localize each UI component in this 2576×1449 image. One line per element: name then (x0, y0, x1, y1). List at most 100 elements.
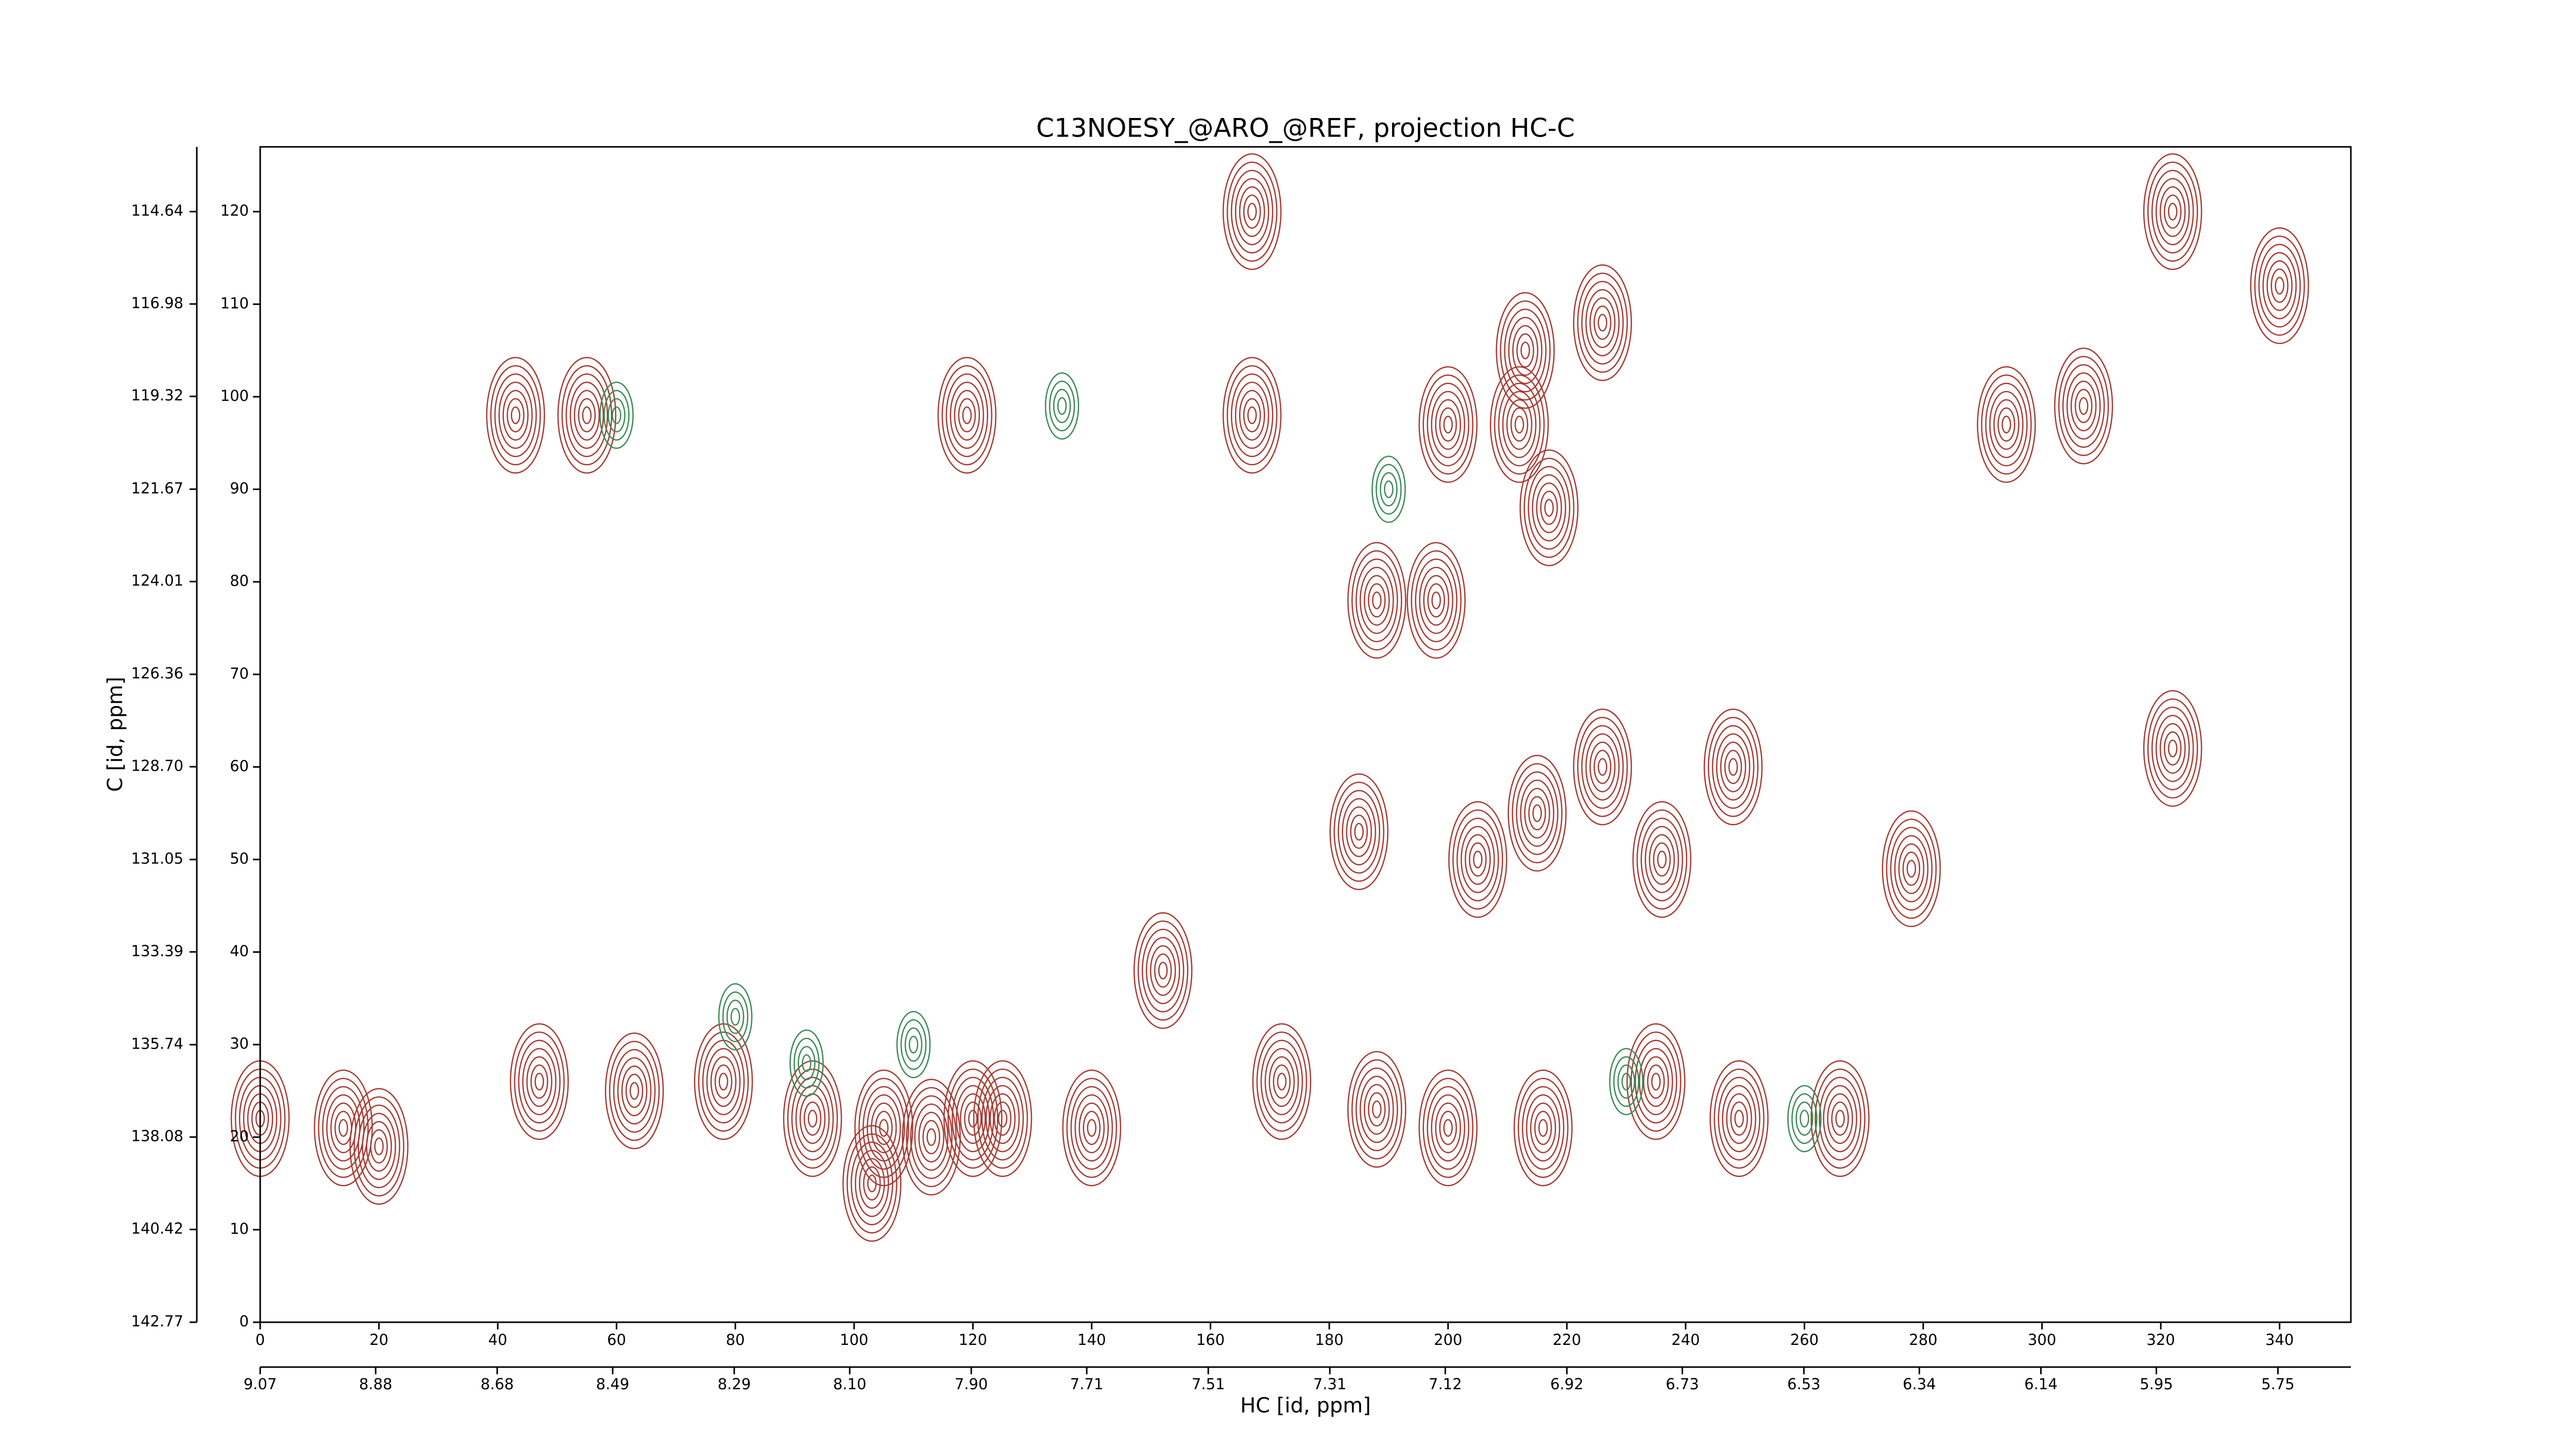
x-tick-label: 340 (2265, 1331, 2294, 1349)
y-tick-label: 30 (230, 1035, 249, 1052)
x2-tick-label: 6.53 (1787, 1375, 1821, 1393)
y-tick-label: 20 (230, 1127, 249, 1145)
contour-ring (1514, 415, 1524, 434)
contour-ring (1512, 325, 1538, 376)
contour-ring (846, 1133, 897, 1234)
contour-ring (1372, 591, 1382, 610)
contour-ring (1534, 1110, 1552, 1145)
contour-ring (2254, 235, 2305, 336)
contour-ring (1791, 1093, 1818, 1144)
contour-ring (1800, 1109, 1809, 1128)
peak (902, 1079, 961, 1196)
contour-ring (2054, 347, 2113, 465)
contour-ring (530, 1064, 549, 1099)
contour-ring (1598, 314, 1607, 332)
contour-ring (1649, 834, 1675, 885)
contour-ring (1520, 341, 1530, 360)
contour-ring (1703, 709, 1763, 825)
contour-ring (1653, 842, 1671, 877)
contour-ring (2167, 739, 2178, 757)
contour-ring (2070, 380, 2097, 432)
contour-ring (1787, 1085, 1822, 1153)
contour-ring (1617, 1064, 1635, 1099)
contour-ring (798, 1046, 816, 1081)
contour-ring (2155, 715, 2190, 782)
contour-ring (1810, 1060, 1870, 1177)
contour-ring (1815, 1068, 1866, 1169)
peak (599, 381, 634, 449)
contour-ring (1351, 1059, 1402, 1160)
peak (1882, 810, 1941, 928)
peak (349, 1088, 409, 1205)
contour-ring (922, 1120, 940, 1155)
peak (1609, 1048, 1643, 1116)
y-tick-label: 90 (230, 480, 249, 497)
peak (783, 1060, 842, 1177)
x2-tick-label: 7.90 (955, 1375, 988, 1393)
contour-ring (1243, 398, 1261, 433)
contour-ring (1260, 1039, 1303, 1124)
contour-ring (900, 1019, 927, 1070)
contour-ring (914, 1103, 948, 1171)
y-tick-label: 60 (230, 757, 249, 774)
peak (1045, 372, 1079, 440)
peak (486, 357, 545, 474)
x-tick-label: 260 (1790, 1331, 1819, 1349)
peak (896, 1010, 931, 1079)
contour-ring (2066, 372, 2101, 440)
contour-ring (1062, 1069, 1122, 1187)
peak (1347, 1051, 1406, 1168)
contour-ring (1364, 1084, 1390, 1135)
contour-ring (2078, 397, 2089, 415)
contour-ring (1528, 466, 1570, 550)
contour-ring (1510, 407, 1529, 442)
x-tick-label: 300 (2028, 1331, 2056, 1349)
contour-ring (1720, 742, 1747, 793)
contour-ring (1613, 1056, 1639, 1107)
contour-ring (943, 1060, 1003, 1177)
contour-ring (2167, 203, 2178, 221)
contour-ring (2250, 227, 2309, 344)
contour-ring (569, 381, 604, 449)
contour-ring (859, 1158, 885, 1209)
contour-ring (1435, 1102, 1461, 1154)
contour-ring (941, 365, 993, 466)
contour-ring (1431, 391, 1465, 459)
x-axis-label: HC [id, ppm] (1240, 1394, 1371, 1418)
contour-ring (1718, 1076, 1760, 1161)
contour-ring (561, 365, 613, 466)
contour-ring (370, 1129, 388, 1164)
contour-ring (855, 1150, 889, 1217)
contour-ring (366, 1121, 392, 1172)
contour-ring (1835, 1109, 1845, 1128)
contour-ring (1256, 1031, 1308, 1132)
contour-ring (609, 1040, 660, 1141)
contour-ring (1989, 391, 2024, 459)
x2-tick-label: 7.12 (1429, 1375, 1462, 1393)
contour-ring (1133, 912, 1193, 1029)
peak (1252, 1023, 1312, 1140)
peak (1977, 366, 2036, 483)
peak (1489, 366, 1549, 483)
contour-ring (1456, 817, 1499, 902)
contour-ring (1372, 1100, 1382, 1119)
contour-ring (514, 1031, 565, 1132)
contour-ring (1226, 365, 1278, 466)
contour-ring (1364, 575, 1390, 626)
contour-ring (718, 1072, 728, 1091)
contour-ring (1722, 1085, 1756, 1153)
contour-ring (1347, 1051, 1406, 1168)
peak (314, 1069, 373, 1187)
contour-ring (1573, 264, 1632, 381)
contour-ring (1609, 1048, 1643, 1116)
contour-ring (1222, 357, 1282, 474)
contour-ring (506, 398, 524, 433)
contour-ring (1243, 194, 1261, 229)
contour-ring (1645, 825, 1679, 894)
contour-ring (1045, 372, 1079, 440)
contour-ring (518, 1039, 561, 1124)
peak (1703, 709, 1763, 825)
contour-ring (2151, 706, 2194, 790)
contour-ring (1651, 1072, 1661, 1091)
contour-ring (1647, 1064, 1665, 1099)
